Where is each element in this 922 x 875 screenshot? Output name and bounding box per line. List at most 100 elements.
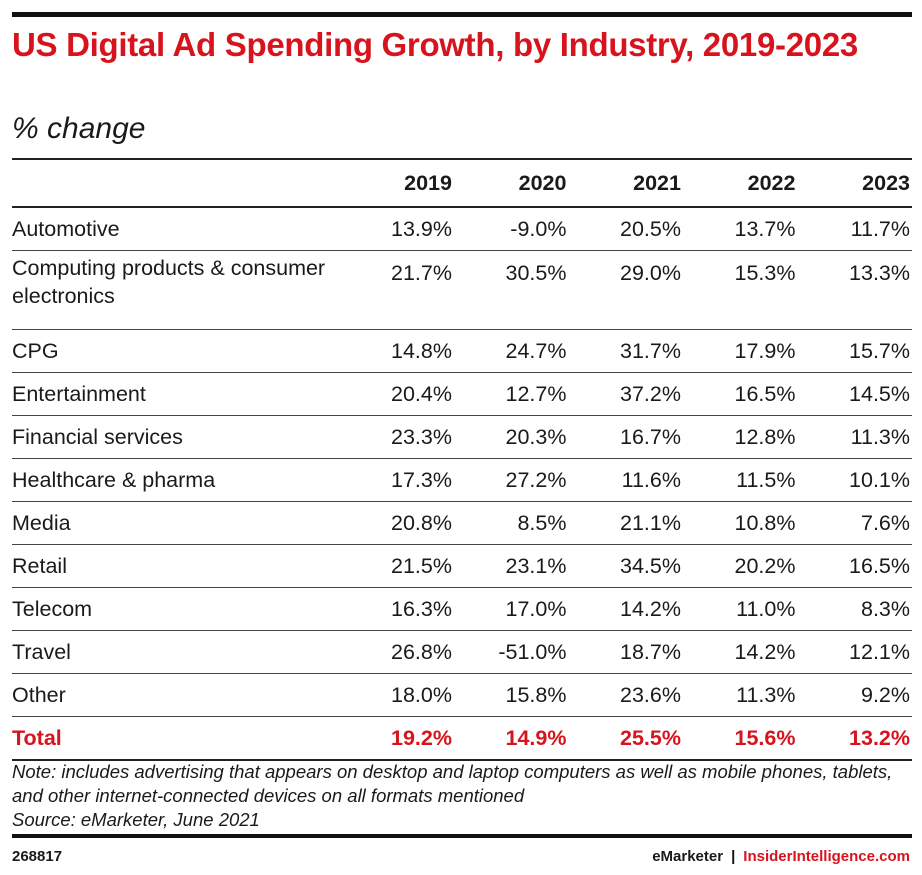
header-rule (12, 158, 912, 160)
column-header: 2019 (404, 170, 452, 195)
table-cell: 20.8% (339, 501, 454, 545)
table-cell: 20.3% (453, 415, 569, 459)
table-cell: 13.9% (339, 207, 454, 251)
table-row: Other 18.0% 15.8% 23.6% 11.3% 9.2% (12, 673, 912, 717)
table-cell: 18.0% (339, 673, 454, 717)
table-row: Automotive 13.9% -9.0% 20.5% 13.7% 11.7% (12, 207, 912, 251)
table-cell: 11.6% (568, 458, 683, 502)
table-row: Entertainment 20.4% 12.7% 37.2% 16.5% 14.5% (12, 372, 912, 416)
table-cell: 21.7% (339, 250, 454, 330)
column-header: 2020 (518, 170, 567, 195)
table-cell: 24.7% (453, 329, 569, 373)
table-cell: 14.9% (453, 716, 569, 761)
table-cell: 30.5% (453, 250, 569, 330)
row-label: Travel (12, 630, 340, 674)
table-cell: 19.2% (339, 716, 454, 761)
row-label: Entertainment (12, 372, 340, 416)
table-cell: 13.3% (797, 250, 912, 330)
table-row: Telecom 16.3% 17.0% 14.2% 11.0% 8.3% (12, 587, 912, 631)
table-cell: 20.2% (682, 544, 798, 588)
note-text: Note: includes advertising that appears … (12, 761, 893, 806)
row-label: Computing products & consumer electronic… (12, 250, 340, 330)
table-cell: 21.5% (339, 544, 454, 588)
table-cell: 11.3% (797, 415, 912, 459)
row-label: CPG (12, 329, 340, 373)
data-table: 2019 2020 2021 2022 2023 Automotive 13.9%… (12, 160, 912, 761)
table-cell: 15.8% (453, 673, 569, 717)
table-row: Computing products & consumer electronic… (12, 250, 912, 330)
table-row: Media 20.8% 8.5% 21.1% 10.8% 7.6% (12, 501, 912, 545)
brand-footer: eMarketer | InsiderIntelligence.com (652, 848, 910, 865)
table-cell: 23.1% (453, 544, 569, 588)
table-cell: 16.3% (339, 587, 454, 631)
table-cell: 12.1% (797, 630, 912, 674)
table-cell: 11.0% (682, 587, 798, 631)
column-header: 2023 (862, 170, 910, 195)
table-cell: 17.3% (339, 458, 454, 502)
table-cell: 11.5% (682, 458, 798, 502)
source-text: Source: eMarketer, June 2021 (12, 809, 260, 830)
header-label-cell (12, 160, 339, 207)
table-cell: 11.7% (797, 207, 912, 251)
table-cell: 23.3% (339, 415, 454, 459)
chart-note: Note: includes advertising that appears … (12, 760, 912, 832)
table-cell: 14.5% (797, 372, 912, 416)
table-cell: 12.7% (453, 372, 569, 416)
table-cell: 15.6% (682, 716, 798, 761)
row-label: Retail (12, 544, 340, 588)
table-cell: -9.0% (453, 207, 569, 251)
table-cell: 12.8% (682, 415, 798, 459)
table-cell: 21.1% (568, 501, 683, 545)
table-cell: -51.0% (453, 630, 569, 674)
table-cell: 8.5% (453, 501, 569, 545)
table-cell: 29.0% (568, 250, 683, 330)
total-row: Total 19.2% 14.9% 25.5% 15.6% 13.2% (12, 716, 912, 761)
table-row: Retail 21.5% 23.1% 34.5% 20.2% 16.5% (12, 544, 912, 588)
table-row: Travel 26.8% -51.0% 18.7% 14.2% 12.1% (12, 630, 912, 674)
column-header: 2021 (633, 170, 681, 195)
table-cell: 20.4% (339, 372, 454, 416)
bottom-rule (12, 834, 912, 838)
table-cell: 13.2% (797, 716, 912, 761)
table-body: Automotive 13.9% -9.0% 20.5% 13.7% 11.7% Compu… (12, 207, 912, 761)
table-cell: 18.7% (568, 630, 683, 674)
header-row: 2019 2020 2021 2022 2023 (12, 160, 912, 207)
table-row: Financial services 23.3% 20.3% 16.7% 12.8% 11… (12, 415, 912, 459)
table-cell: 16.5% (797, 544, 912, 588)
chart-title: US Digital Ad Spending Growth, by Indust… (12, 26, 858, 63)
table-cell: 16.7% (568, 415, 683, 459)
table-cell: 10.8% (682, 501, 798, 545)
table-cell: 34.5% (568, 544, 683, 588)
table-cell: 37.2% (568, 372, 683, 416)
table-cell: 17.0% (453, 587, 569, 631)
row-label: Total (12, 716, 340, 761)
table-cell: 8.3% (797, 587, 912, 631)
table-cell: 7.6% (797, 501, 912, 545)
chart-id: 268817 (12, 848, 63, 865)
row-label: Automotive (12, 207, 340, 251)
table-cell: 17.9% (682, 329, 798, 373)
brand-emarketer: eMarketer (652, 848, 724, 865)
table-cell: 15.7% (797, 329, 912, 373)
table-cell: 11.3% (682, 673, 798, 717)
row-label: Financial services (12, 415, 340, 459)
table-cell: 25.5% (568, 716, 683, 761)
row-label: Telecom (12, 587, 340, 631)
table-row: CPG 14.8% 24.7% 31.7% 17.9% 15.7% (12, 329, 912, 373)
table-cell: 23.6% (568, 673, 683, 717)
table-row: Healthcare & pharma 17.3% 27.2% 11.6% 11.5% 1… (12, 458, 912, 502)
row-label: Media (12, 501, 340, 545)
table-cell: 14.8% (339, 329, 454, 373)
table-cell: 31.7% (568, 329, 683, 373)
row-label: Other (12, 673, 340, 717)
table-cell: 10.1% (797, 458, 912, 502)
table-cell: 15.3% (682, 250, 798, 330)
brand-separator: | (731, 848, 736, 865)
row-label: Healthcare & pharma (12, 458, 340, 502)
table-cell: 13.7% (682, 207, 798, 251)
column-header: 2022 (747, 170, 796, 195)
top-rule (12, 12, 912, 17)
table-cell: 26.8% (339, 630, 454, 674)
table-cell: 16.5% (682, 372, 798, 416)
brand-insider-intelligence: InsiderIntelligence.com (743, 848, 910, 865)
